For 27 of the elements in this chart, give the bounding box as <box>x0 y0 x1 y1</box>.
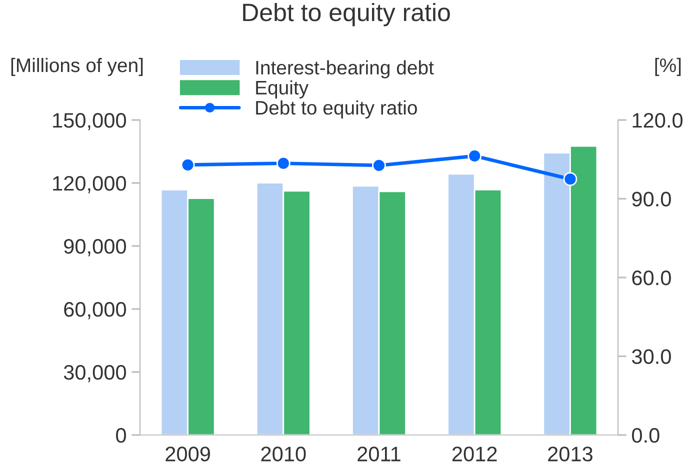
y-tick-label: 0 <box>116 428 126 443</box>
x-tick-label: 2011 <box>358 446 400 462</box>
y-tick-label: 120,000 <box>53 176 126 194</box>
point <box>563 172 578 186</box>
point <box>180 158 195 172</box>
point <box>468 149 482 163</box>
legend-label: Interest-bearing debt <box>256 60 434 78</box>
x-tick-label: 2013 <box>548 446 592 462</box>
y-tick-label: 60,000 <box>64 302 126 320</box>
x-tick-label: 2009 <box>166 446 210 462</box>
legend-label: Debt to equity ratio <box>256 100 417 119</box>
chart-title: Debt to equity ratio <box>243 2 450 26</box>
y-tick-label: 90,000 <box>64 239 126 256</box>
y-tick-label: 30,000 <box>64 365 126 382</box>
x-tick-label: 2012 <box>452 446 497 462</box>
y2-axis-title: [%] <box>655 58 681 76</box>
y-tick-label: 150,000 <box>53 113 126 130</box>
point <box>276 156 290 170</box>
y2-tick-label: 30.0 <box>632 349 671 364</box>
y2-tick-label: 120.0 <box>632 113 683 128</box>
x-tick-label: 2010 <box>261 446 306 462</box>
y2-tick-label: 90.0 <box>632 192 671 207</box>
y2-tick-label: 0.0 <box>632 428 660 443</box>
y2-tick-label: 60.0 <box>632 270 671 286</box>
legend-label: Equity <box>256 80 309 98</box>
y-axis-title: [Millions of yen] <box>11 58 143 76</box>
point <box>372 158 386 172</box>
